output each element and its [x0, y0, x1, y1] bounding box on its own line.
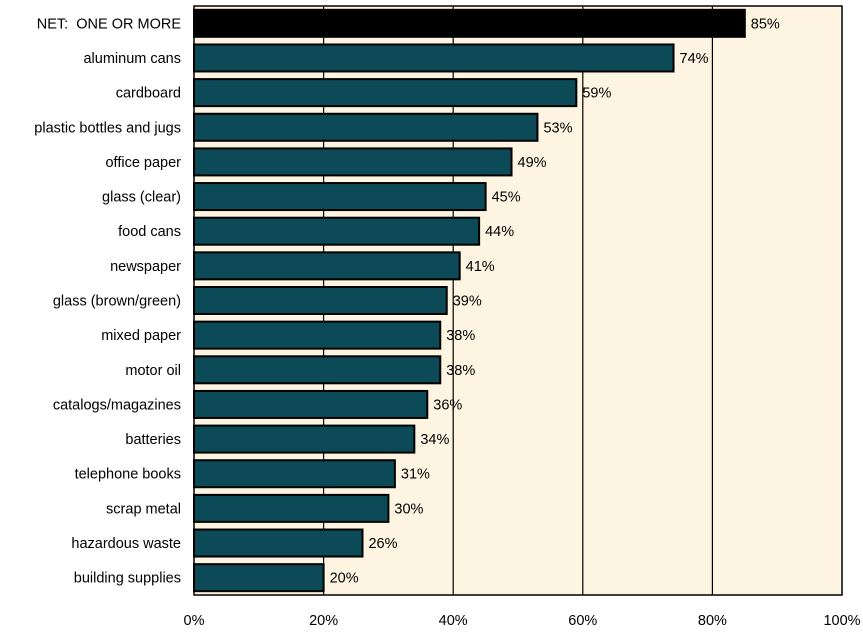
x-tick-label: 20% [309, 613, 338, 629]
category-label: glass (clear) [102, 190, 181, 206]
category-label: batteries [125, 432, 181, 448]
category-label: motor oil [125, 363, 181, 379]
data-label: 53% [543, 120, 572, 136]
x-tick-label: 100% [823, 613, 860, 629]
bar [193, 182, 487, 212]
x-tick-label: 60% [568, 613, 597, 629]
plot-border [193, 5, 843, 596]
x-tick-label: 40% [439, 613, 468, 629]
bar [193, 563, 325, 593]
bar [193, 459, 396, 489]
category-label: hazardous waste [71, 536, 181, 552]
bars [193, 8, 746, 593]
bar [193, 8, 746, 38]
category-label: building supplies [74, 571, 181, 587]
bar [193, 78, 578, 108]
bar [193, 251, 461, 281]
bar [193, 528, 364, 558]
category-labels: NET: ONE OR MORE aluminum cans cardboard pl… [34, 16, 181, 586]
data-label: 34% [420, 432, 449, 448]
category-label: food cans [118, 224, 181, 240]
data-label: 41% [466, 259, 495, 275]
data-label: 85% [751, 16, 780, 32]
category-label: newspaper [110, 259, 181, 275]
bar [193, 389, 429, 419]
data-label: 26% [368, 536, 397, 552]
data-label: 31% [401, 467, 430, 483]
category-label: scrap metal [106, 501, 181, 517]
category-label: mixed paper [101, 328, 181, 344]
bar [193, 286, 448, 315]
data-label: 20% [330, 571, 359, 587]
data-label: 49% [518, 155, 547, 171]
data-label: 38% [446, 328, 475, 344]
category-label: cardboard [116, 86, 181, 102]
data-label: 45% [492, 190, 521, 206]
bar [193, 424, 416, 454]
bar [193, 112, 539, 142]
data-label: 39% [453, 294, 482, 310]
data-label: 74% [680, 51, 709, 67]
data-labels: 85% 74% 59% 53% 49% 45% 44% 41% 39% 38% 38% 36% 34% 3… [330, 16, 780, 586]
data-label: 44% [485, 224, 514, 240]
bar [193, 43, 675, 73]
category-label: aluminum cans [83, 51, 181, 67]
data-label: 59% [582, 86, 611, 102]
x-tick-label: 80% [698, 613, 727, 629]
data-label: 36% [433, 397, 462, 413]
category-label: telephone books [75, 467, 181, 483]
data-label: 30% [394, 501, 423, 517]
bar [193, 147, 513, 177]
bar [193, 216, 481, 246]
bar [193, 355, 442, 385]
category-label: glass (brown/green) [53, 294, 181, 310]
bar [193, 320, 442, 350]
data-label: 38% [446, 363, 475, 379]
category-label: plastic bottles and jugs [34, 120, 181, 136]
category-label: office paper [105, 155, 181, 171]
x-tick-labels: 0% 20% 40% 60% 80% 100% [184, 613, 861, 629]
x-tick-label: 0% [184, 613, 205, 629]
bar [193, 493, 390, 523]
category-label: catalogs/magazines [53, 397, 181, 413]
category-label: NET: ONE OR MORE [37, 16, 182, 32]
